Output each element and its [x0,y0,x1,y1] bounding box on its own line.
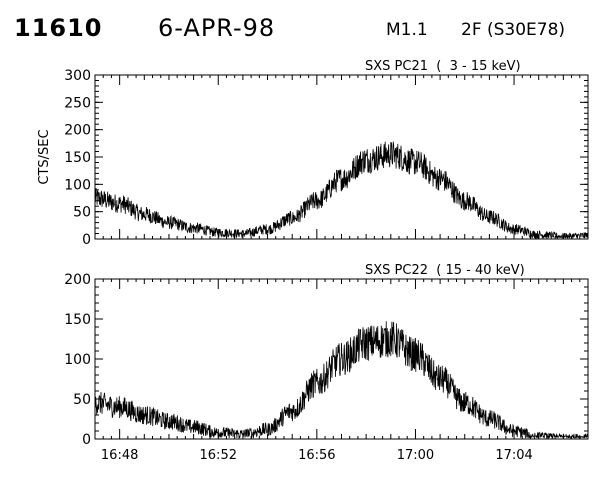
event-number: 11610 [14,14,103,42]
y-tick-label: 100 [64,352,91,368]
plot-frame [94,74,589,240]
y-tick-label: 100 [64,177,91,193]
flare-importance: 2F (S30E78) [461,20,566,40]
y-tick-label: 50 [73,205,91,221]
event-date: 6-APR-98 [158,14,276,42]
plot-frame [94,278,589,440]
panel-top: 0 50 100 150 200 250 300 SXS PC21 ( 3 - 15 keV)… [37,59,589,248]
y-tick-label: 200 [64,272,91,288]
y-tick-label: 0 [82,232,91,248]
y-tick-label: 200 [64,123,91,139]
panel-bottom: 0 50 100 150 200 16:48 16:52 16:56 17:00 17:04 SXS… [64,263,589,463]
panel-title: SXS PC21 ( 3 - 15 keV) [365,59,521,74]
x-tick-label: 17:04 [495,448,532,463]
x-tick-label: 17:00 [397,448,434,463]
series-line-0 [94,321,589,440]
x-tick-label: 16:48 [101,448,138,463]
panel-title: SXS PC22 ( 15 - 40 keV) [365,263,525,278]
x-tick-label: 16:56 [298,448,335,463]
y-tick-label: 50 [73,392,91,408]
y-tick-label: 0 [82,432,91,448]
y-axis-label: CTS/SEC [37,129,52,184]
y-tick-label: 300 [64,68,91,84]
y-tick-label: 150 [64,312,91,328]
series-line-0 [94,141,589,240]
x-tick-label: 16:52 [200,448,237,463]
y-tick-label: 150 [64,150,91,166]
flare-class: M1.1 [386,20,428,40]
y-tick-label: 250 [64,95,91,111]
